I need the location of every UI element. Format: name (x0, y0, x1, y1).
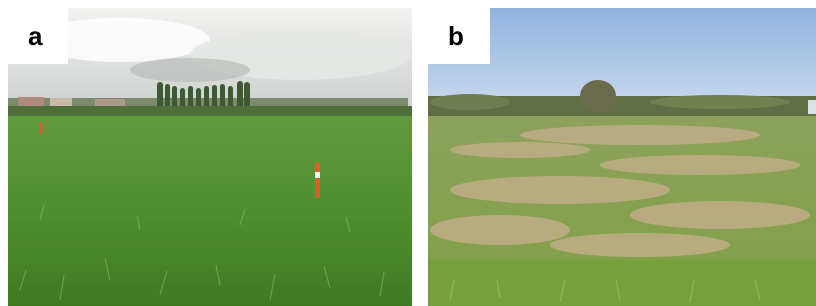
figure: a b (0, 0, 816, 306)
page: a b (() => { const data = JSON.parse(doc… (0, 0, 816, 306)
panel-label: a (28, 21, 43, 51)
photo-a (8, 8, 412, 306)
panel-label: b (448, 21, 464, 51)
